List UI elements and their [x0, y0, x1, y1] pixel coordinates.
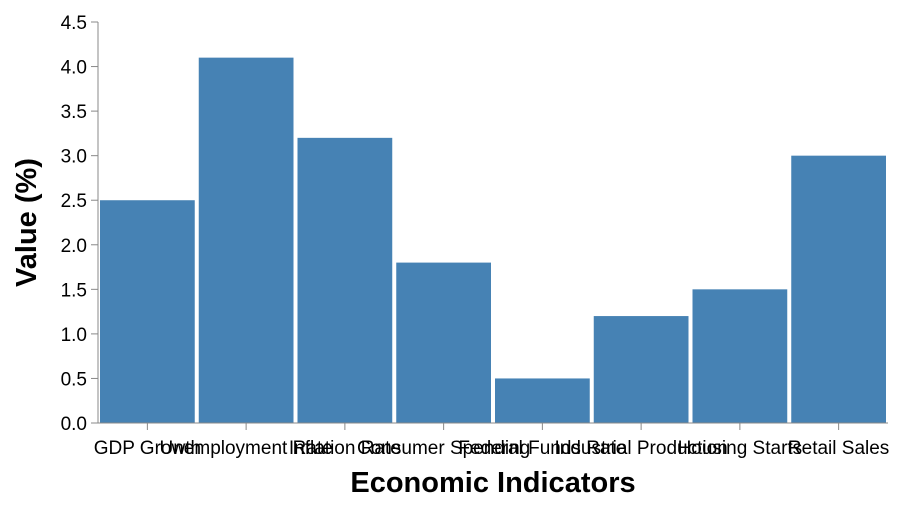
- y-tick-label: 1.0: [61, 325, 87, 346]
- bars-group: [100, 57, 886, 424]
- y-tick-label: 0.0: [61, 414, 87, 435]
- x-tick-label: Housing Starts: [678, 438, 803, 459]
- x-tick-label: Consumer Spending: [357, 438, 530, 459]
- bar: [396, 262, 491, 423]
- x-tick-label: Industrial Production: [555, 438, 728, 459]
- x-tick-label: Inflation Rate: [289, 438, 401, 459]
- y-tick-label: 4.5: [61, 13, 87, 34]
- x-tick-label: GDP Growth: [94, 438, 201, 459]
- y-tick-label: 1.5: [61, 280, 87, 301]
- bar: [692, 289, 788, 423]
- bar: [198, 57, 294, 424]
- x-tick-label: Unemployment Rate: [160, 438, 333, 459]
- bar: [100, 200, 195, 423]
- bar: [297, 137, 393, 423]
- y-tick-label: 3.5: [61, 102, 87, 123]
- bar: [593, 316, 689, 423]
- y-axis-ticks: 0.0 0.5 1.0 1.5 2.0 2.5 3.0 3.5 4.0 4.5: [61, 13, 98, 435]
- y-axis-title: Value (%): [11, 158, 43, 287]
- y-tick-label: 2.0: [61, 236, 87, 257]
- x-tick-label: Retail Sales: [788, 438, 889, 459]
- y-tick-label: 2.5: [61, 191, 87, 212]
- y-tick-label: 4.0: [61, 58, 87, 79]
- x-axis-title: Economic Indicators: [350, 467, 635, 499]
- x-tick-label: Federal Funds Rate: [458, 438, 626, 459]
- y-tick-label: 3.0: [61, 147, 87, 168]
- bar: [791, 155, 886, 423]
- y-tick-label: 0.5: [61, 369, 87, 390]
- bar: [495, 378, 590, 423]
